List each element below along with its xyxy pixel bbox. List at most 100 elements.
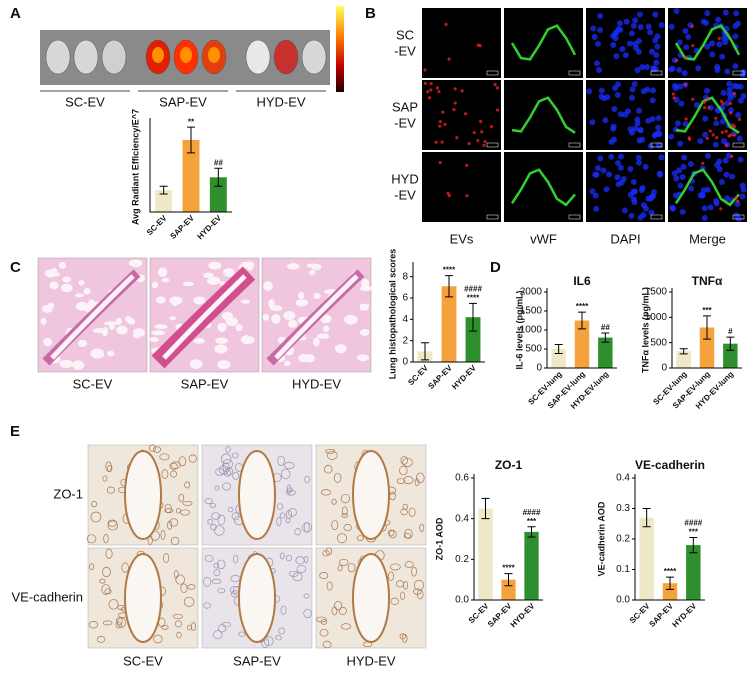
- alveolus: [88, 621, 99, 629]
- alveolus: [169, 296, 183, 305]
- row-label: VE-cadherin: [11, 589, 83, 604]
- cell: [426, 90, 430, 94]
- x-tick-label: HYD-EV: [670, 601, 698, 629]
- panel-label: A: [10, 5, 21, 22]
- cell: [720, 89, 727, 96]
- cell: [734, 196, 738, 200]
- column-label: SAP-EV: [233, 653, 281, 668]
- alveolus: [153, 446, 162, 453]
- alveolus: [227, 506, 234, 513]
- organ: [273, 39, 299, 75]
- cell: [732, 91, 736, 96]
- alveolus: [105, 548, 113, 559]
- cell: [594, 40, 601, 47]
- significance: **: [188, 117, 195, 126]
- alveolus: [133, 328, 145, 338]
- cell: [655, 115, 662, 122]
- alveolus: [340, 493, 350, 504]
- bar: [465, 317, 481, 362]
- alveolus: [210, 512, 221, 520]
- x-tick-label: HYD-EV: [450, 363, 478, 391]
- row-label: SC: [396, 27, 414, 42]
- cell: [713, 198, 720, 205]
- alveolus: [408, 507, 416, 517]
- alveolus: [170, 470, 178, 478]
- cell: [719, 53, 726, 60]
- bar: [501, 579, 516, 600]
- cell: [618, 179, 625, 186]
- cell: [630, 22, 637, 29]
- column-label: SC-EV: [123, 653, 163, 668]
- cell: [645, 23, 652, 30]
- row-label: -EV: [394, 187, 416, 202]
- organ: [245, 39, 271, 75]
- cell: [697, 192, 704, 199]
- error-bar: [504, 573, 513, 587]
- cell: [732, 33, 739, 40]
- x-tick-label: HYD-EV: [509, 601, 537, 629]
- alveolus: [169, 518, 179, 527]
- cell: [724, 100, 731, 107]
- alveolus: [175, 574, 185, 585]
- alveolus: [271, 314, 281, 324]
- y-tick-label: 0.4: [455, 513, 469, 524]
- airway: [238, 553, 276, 643]
- cell: [721, 102, 725, 106]
- alveolus: [246, 261, 254, 271]
- cell: [478, 44, 482, 48]
- cell: [715, 136, 719, 140]
- alveolus: [279, 512, 286, 519]
- error-bar: [642, 508, 651, 528]
- cell: [739, 193, 746, 200]
- cell: [654, 43, 661, 50]
- alveolus: [161, 469, 169, 479]
- cell: [674, 58, 679, 63]
- alveolus: [400, 456, 409, 465]
- cell: [737, 97, 744, 104]
- alveolus: [188, 454, 198, 463]
- scale-bar: [650, 214, 663, 220]
- y-axis-label: IL-6 levels (pg/mL): [514, 290, 524, 369]
- alveolus: [333, 472, 342, 483]
- alveolus: [399, 465, 408, 476]
- x-tick-label: SAP-EV: [168, 213, 196, 241]
- cell: [632, 41, 639, 48]
- cell: [671, 92, 676, 96]
- cell: [429, 88, 433, 92]
- cell: [630, 196, 637, 203]
- scale-bar: [486, 214, 499, 220]
- cell: [472, 130, 476, 135]
- significance: ****: [467, 293, 480, 302]
- cell: [435, 86, 440, 90]
- scale-bar: [732, 142, 745, 148]
- alveolus: [102, 620, 113, 626]
- alveolus: [180, 583, 188, 593]
- cell: [628, 30, 635, 37]
- alveolus: [288, 570, 299, 577]
- alveolus: [311, 263, 322, 271]
- organ: [45, 39, 71, 75]
- cell: [639, 184, 646, 191]
- alveolus: [169, 316, 177, 321]
- cell: [615, 26, 622, 33]
- scale-bar: [568, 70, 581, 76]
- color-bar: [336, 6, 344, 92]
- alveolus: [153, 634, 163, 644]
- cell: [650, 87, 657, 94]
- significance: ****: [443, 266, 456, 275]
- alveolus: [303, 522, 310, 533]
- alveolus: [128, 259, 143, 268]
- vessel: [510, 168, 576, 207]
- alveolus: [178, 493, 185, 503]
- cell: [669, 65, 676, 72]
- cell: [443, 122, 447, 126]
- cell: [718, 178, 725, 185]
- cell: [617, 111, 624, 118]
- cell: [682, 27, 689, 34]
- cell: [636, 11, 643, 18]
- y-tick-label: 0.3: [616, 503, 630, 514]
- airway: [352, 553, 390, 643]
- cell: [604, 94, 611, 101]
- alveolus: [96, 636, 106, 643]
- cell: [626, 40, 633, 47]
